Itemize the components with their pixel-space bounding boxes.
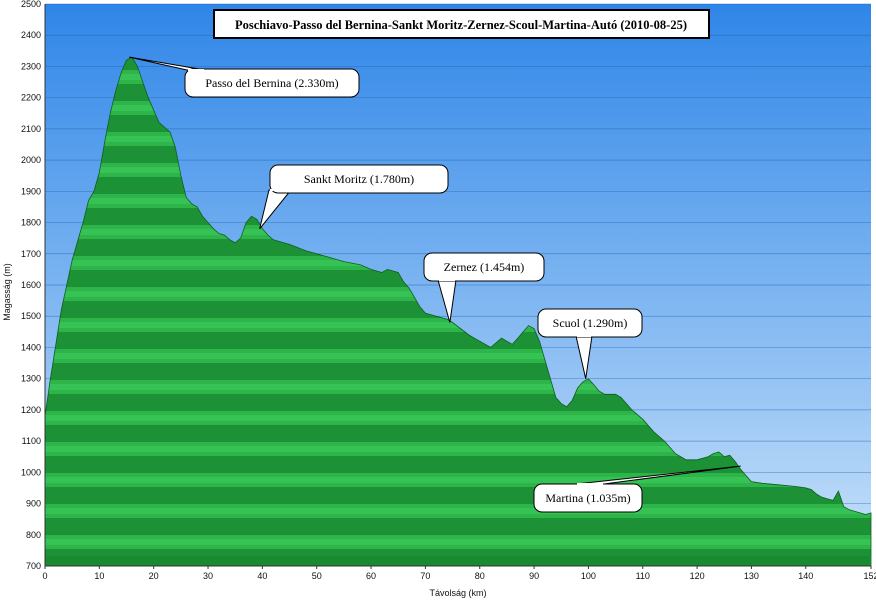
x-tick-label: 110 (636, 571, 650, 581)
y-tick-label: 2000 (21, 155, 41, 165)
callout-box (184, 68, 360, 98)
title-frame (213, 9, 710, 39)
x-tick-label: 10 (94, 571, 104, 581)
callout-label: Scuol (1.290m) (553, 316, 628, 330)
y-tick-label: 800 (26, 530, 41, 540)
axes: 7008009001000110012001300140015001600170… (21, 0, 876, 581)
y-tick-label: 1000 (21, 467, 41, 477)
callout: Passo del Bernina (2.330m) (129, 56, 360, 98)
x-tick-label: 50 (312, 571, 322, 581)
callout-box (423, 252, 545, 282)
y-axis-label: Magasság (m) (2, 263, 12, 321)
y-tick-label: 1100 (22, 436, 41, 446)
chart-title: Poschiavo-Passo del Bernina-Sankt Moritz… (235, 18, 687, 32)
y-tick-label: 1800 (21, 218, 41, 228)
chart-title-box: Poschiavo-Passo del Bernina-Sankt Moritz… (213, 9, 710, 39)
x-tick-label: 0 (42, 571, 47, 581)
y-tick-label: 2400 (21, 30, 41, 40)
y-tick-label: 2300 (21, 61, 41, 71)
x-tick-label: 70 (420, 571, 430, 581)
y-tick-label: 2500 (21, 0, 41, 9)
y-tick-label: 1900 (21, 186, 41, 196)
x-tick-label: 152 (863, 571, 876, 581)
callouts: Passo del Bernina (2.330m) Sankt Moritz (… (129, 56, 741, 513)
y-tick-label: 1600 (21, 280, 41, 290)
callout-label: Martina (1.035m) (545, 491, 630, 505)
x-tick-label: 30 (203, 571, 213, 581)
callout-label: Passo del Bernina (2.330m) (205, 76, 338, 90)
y-tick-label: 1400 (21, 342, 41, 352)
x-axis-label: Távolság (km) (429, 588, 486, 598)
x-tick-label: 120 (690, 571, 705, 581)
x-tick-label: 60 (366, 571, 376, 581)
x-tick-label: 140 (798, 571, 813, 581)
x-tick-label: 130 (744, 571, 759, 581)
callout: Sankt Moritz (1.780m) (259, 164, 449, 230)
callout: Martina (1.035m) (533, 465, 741, 513)
x-tick-label: 100 (581, 571, 596, 581)
y-tick-label: 1200 (21, 405, 41, 415)
y-tick-label: 1300 (21, 374, 41, 384)
x-tick-label: 90 (529, 571, 539, 581)
y-tick-label: 700 (26, 561, 41, 571)
y-tick-label: 900 (26, 499, 41, 509)
y-tick-label: 1700 (21, 249, 41, 259)
callout-label: Zernez (1.454m) (444, 260, 525, 274)
x-tick-label: 80 (475, 571, 485, 581)
y-tick-label: 2200 (21, 93, 41, 103)
callout: Zernez (1.454m) (423, 252, 545, 323)
elevation-series (44, 56, 872, 567)
x-tick-label: 20 (149, 571, 159, 581)
callout-label: Sankt Moritz (1.780m) (304, 172, 414, 186)
elevation-area (44, 56, 872, 567)
y-tick-label: 2100 (21, 124, 41, 134)
callout-box (269, 164, 449, 194)
y-tick-label: 1500 (21, 311, 41, 321)
x-tick-label: 40 (257, 571, 267, 581)
callout: Scuol (1.290m) (537, 308, 643, 379)
baseline-band (45, 556, 871, 566)
